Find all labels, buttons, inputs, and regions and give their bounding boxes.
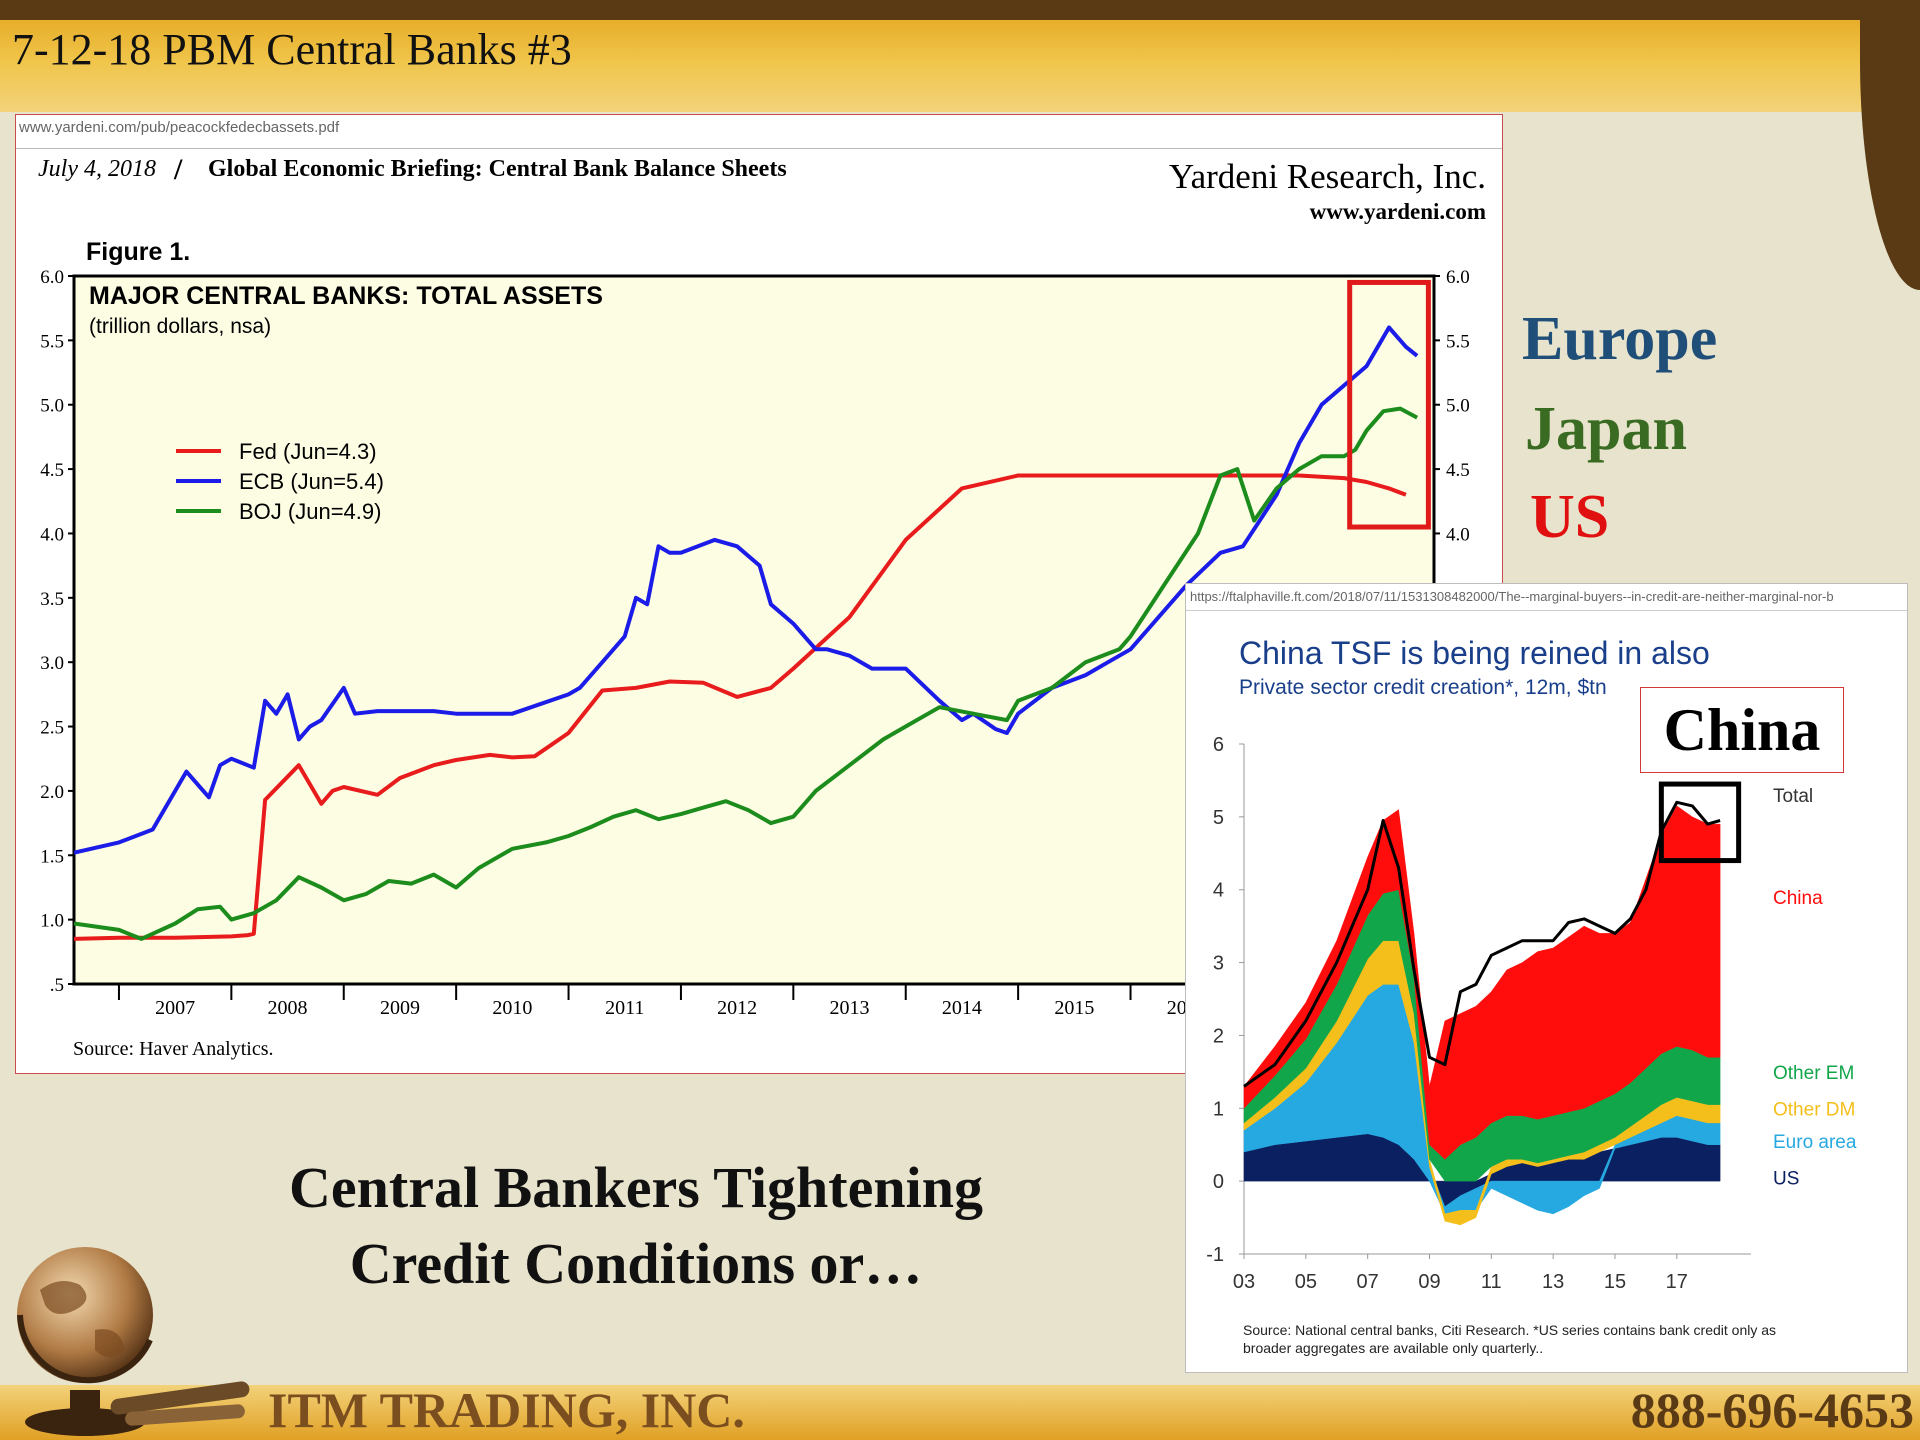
y-tick-label: 5 <box>1213 807 1224 829</box>
y-tick-label: 0 <box>1213 1171 1224 1193</box>
x-tick-label: 2007 <box>155 997 195 1019</box>
area-china <box>1243 805 1721 1160</box>
y-tick-label-right: 4.5 <box>1446 460 1470 481</box>
series-label: Euro area <box>1773 1132 1857 1153</box>
series-label: Other EM <box>1773 1063 1854 1084</box>
briefing-title: Global Economic Briefing: Central Bank B… <box>208 156 787 182</box>
research-website: www.yardeni.com <box>1309 199 1486 224</box>
scroll-icon <box>110 1381 250 1426</box>
x-tick-label: 2015 <box>1054 997 1094 1019</box>
x-tick-label: 15 <box>1604 1271 1626 1293</box>
series-label: Other DM <box>1773 1099 1855 1120</box>
y-tick-label-right: 5.5 <box>1446 331 1470 352</box>
series-line-fed <box>73 473 1407 941</box>
x-tick-label: 09 <box>1418 1271 1440 1293</box>
y-tick-label-left: .5 <box>50 975 64 996</box>
corner-decoration <box>1860 0 1920 290</box>
china-tsf-chart: 6 5 4 3 2 1 0 -1 03 05 07 09 11 13 15 17 US Euro area Othe… <box>1206 734 1857 1293</box>
series-line-ecb <box>73 325 1419 855</box>
x-tick-label: 2009 <box>380 997 420 1019</box>
phone-number: 888-696-4653 <box>1630 1382 1914 1438</box>
citi-title: China TSF is being reined in also <box>1239 635 1710 671</box>
y-tick-label-right: 5.0 <box>1446 396 1470 417</box>
area-other-dm <box>1243 940 1721 1226</box>
y-tick-label: 4 <box>1213 880 1224 902</box>
x-tick-label: 07 <box>1357 1271 1379 1293</box>
y-tick-label-left: 4.0 <box>40 524 64 545</box>
yardeni-url[interactable]: www.yardeni.com/pub/peacockfedecbassets.… <box>19 119 340 136</box>
series-label: US <box>1773 1169 1799 1190</box>
citi-url-divider <box>1186 610 1907 611</box>
citi-subtitle: Private sector credit creation*, 12m, $t… <box>1239 676 1607 699</box>
y-tick-label-right: 4.0 <box>1446 524 1470 545</box>
chart-subtitle: (trillion dollars, nsa) <box>89 315 271 338</box>
highlight-box <box>1658 781 1742 864</box>
y-tick-label: 2 <box>1213 1025 1224 1047</box>
footer-band <box>0 1385 1920 1440</box>
chart-title: MAJOR CENTRAL BANKS: TOTAL ASSETS <box>89 282 603 310</box>
europe-label: Europe <box>1522 305 1718 373</box>
company-name: ITM TRADING, INC. <box>268 1382 745 1438</box>
y-tick-label: 6 <box>1213 734 1224 756</box>
legend-label: Fed (Jun=4.3) <box>239 439 377 464</box>
url-divider <box>16 148 1502 149</box>
china-annotation: China <box>1640 687 1844 773</box>
y-tick-label-left: 2.0 <box>40 782 64 803</box>
y-tick-label-left: 3.5 <box>40 589 64 610</box>
series-line-boj <box>73 406 1419 941</box>
x-tick-label: 2014 <box>942 997 982 1019</box>
x-tick-label: 05 <box>1295 1271 1317 1293</box>
x-tick-label: 2008 <box>268 997 308 1019</box>
legend-label: ECB (Jun=5.4) <box>239 469 384 494</box>
x-tick-label: 2011 <box>605 997 644 1019</box>
japan-label: Japan <box>1525 395 1687 463</box>
total-line <box>1243 800 1721 1088</box>
slide-title: 7-12-18 PBM Central Banks #3 <box>12 25 572 74</box>
report-date: July 4, 2018 <box>38 156 156 182</box>
y-tick-label: -1 <box>1206 1244 1224 1266</box>
x-tick-label: 17 <box>1666 1271 1688 1293</box>
y-tick-label-left: 1.0 <box>40 911 64 932</box>
citi-source-line-2: broader aggregates are available only qu… <box>1243 1340 1544 1356</box>
series-label: China <box>1773 888 1823 909</box>
us-label: US <box>1530 483 1610 551</box>
citi-url[interactable]: https://ftalphaville.ft.com/2018/07/11/1… <box>1190 589 1834 604</box>
total-label: Total <box>1773 786 1813 807</box>
x-tick-label: 2010 <box>492 997 532 1019</box>
chart-source: Source: Haver Analytics. <box>73 1038 274 1060</box>
question-line-1: Central Bankers Tightening <box>289 1155 983 1220</box>
figure-label: Figure 1. <box>86 238 191 266</box>
question-text: Central Bankers Tightening Credit Condit… <box>236 1150 1036 1302</box>
legend-label: BOJ (Jun=4.9) <box>239 499 381 524</box>
x-tick-label: 03 <box>1233 1271 1255 1293</box>
area-euro-area <box>1243 984 1721 1215</box>
x-tick-label: 13 <box>1542 1271 1564 1293</box>
y-tick-label: 1 <box>1213 1098 1224 1120</box>
y-tick-label-left: 5.5 <box>40 331 64 352</box>
header-dark-strip <box>0 0 1920 20</box>
highlight-box <box>1347 279 1431 530</box>
title-separator: / <box>174 153 183 186</box>
y-tick-label-right: 6.0 <box>1446 267 1470 288</box>
globe-icon <box>17 1247 250 1436</box>
y-tick-label-left: 1.5 <box>40 846 64 867</box>
x-tick-label: 2012 <box>717 997 757 1019</box>
citi-panel: https://ftalphaville.ft.com/2018/07/11/1… <box>1185 583 1908 1373</box>
y-tick-label-left: 4.5 <box>40 460 64 481</box>
citi-source-line-1: Source: National central banks, Citi Res… <box>1243 1322 1777 1338</box>
x-tick-label: 2013 <box>830 997 870 1019</box>
y-tick-label-left: 3.0 <box>40 653 64 674</box>
question-line-2: Credit Conditions or… <box>349 1231 923 1296</box>
y-tick-label-left: 5.0 <box>40 396 64 417</box>
y-tick-label-left: 2.5 <box>40 718 64 739</box>
y-tick-label-left: 6.0 <box>40 267 64 288</box>
y-tick-label: 3 <box>1213 953 1224 975</box>
research-company: Yardeni Research, Inc. <box>1168 157 1486 196</box>
x-tick-label: 11 <box>1481 1271 1502 1293</box>
